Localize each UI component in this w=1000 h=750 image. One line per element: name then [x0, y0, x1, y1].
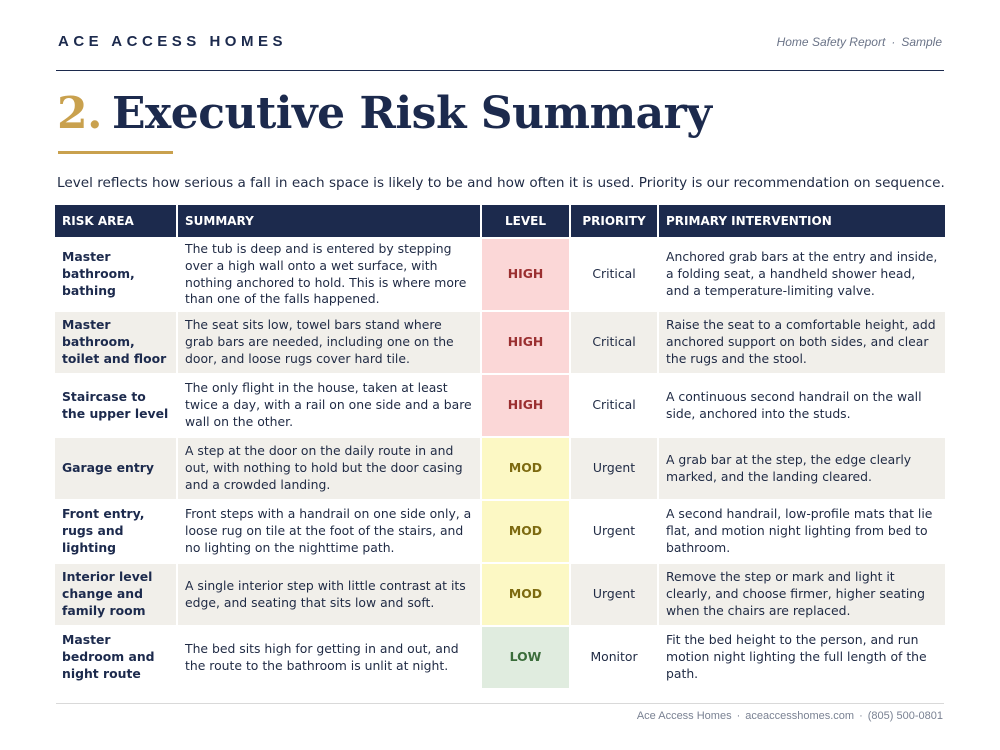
summary-cell: Front steps with a handrail on one side …	[178, 499, 482, 562]
intervention-cell: A grab bar at the step, the edge clearly…	[659, 436, 945, 499]
risk-area-cell: Front entry, rugs and lighting	[55, 499, 178, 562]
page-header: ACE ACCESS HOMES Home Safety Report · Samp…	[56, 30, 944, 71]
risk-area-cell: Interior level change and family room	[55, 562, 178, 625]
risk-area-cell: Master bathroom, bathing	[55, 237, 178, 310]
level-badge: HIGH	[482, 373, 571, 436]
footer-separator: ·	[859, 710, 863, 722]
column-header-risk-area: RISK AREA	[55, 205, 178, 237]
risk-area-cell: Master bedroom and night route	[55, 625, 178, 688]
intervention-cell: Fit the bed height to the person, and ru…	[659, 625, 945, 688]
priority-cell: Urgent	[571, 436, 659, 499]
table-row: Staircase to the upper level The only fl…	[55, 373, 945, 436]
priority-cell: Urgent	[571, 562, 659, 625]
summary-cell: The bed sits high for getting in and out…	[178, 625, 482, 688]
summary-cell: A single interior step with little contr…	[178, 562, 482, 625]
priority-cell: Urgent	[571, 499, 659, 562]
summary-cell: The seat sits low, towel bars stand wher…	[178, 310, 482, 373]
report-label: Home Safety Report · Sample	[777, 35, 942, 49]
report-variant: Sample	[901, 35, 942, 49]
level-badge: MOD	[482, 436, 571, 499]
table-row: Master bathroom, toilet and floor The se…	[55, 310, 945, 373]
level-badge: MOD	[482, 499, 571, 562]
report-title: Home Safety Report	[776, 35, 886, 49]
intro-text: Level reflects how serious a fall in eac…	[57, 175, 945, 191]
intervention-cell: A second handrail, low-profile mats that…	[659, 499, 945, 562]
column-header-priority: PRIORITY	[571, 205, 659, 237]
priority-cell: Critical	[571, 310, 659, 373]
table-row: Front entry, rugs and lighting Front ste…	[55, 499, 945, 562]
footer-divider	[56, 703, 944, 704]
risk-area-cell: Master bathroom, toilet and floor	[55, 310, 178, 373]
priority-cell: Monitor	[571, 625, 659, 688]
section-title-text: Executive Risk Summary	[111, 88, 712, 139]
title-underline	[58, 151, 173, 154]
summary-cell: The only flight in the house, taken at l…	[178, 373, 482, 436]
intervention-cell: Remove the step or mark and light it cle…	[659, 562, 945, 625]
intervention-cell: A continuous second handrail on the wall…	[659, 373, 945, 436]
intervention-cell: Anchored grab bars at the entry and insi…	[659, 237, 945, 310]
priority-cell: Critical	[571, 237, 659, 310]
footer-phone: (805) 500-0801	[867, 710, 943, 722]
summary-cell: The tub is deep and is entered by steppi…	[178, 237, 482, 310]
summary-cell: A step at the door on the daily route in…	[178, 436, 482, 499]
table-row: Master bedroom and night route The bed s…	[55, 625, 945, 688]
section-title: 2. Executive Risk Summary	[57, 88, 712, 139]
risk-area-cell: Staircase to the upper level	[55, 373, 178, 436]
table-row: Interior level change and family room A …	[55, 562, 945, 625]
priority-cell: Critical	[571, 373, 659, 436]
risk-summary-table: RISK AREA SUMMARY LEVEL PRIORITY PRIMARY…	[55, 205, 945, 688]
intervention-cell: Raise the seat to a comfortable height, …	[659, 310, 945, 373]
level-badge: LOW	[482, 625, 571, 688]
column-header-level: LEVEL	[482, 205, 571, 237]
footer-separator: ·	[736, 710, 741, 722]
page-footer: Ace Access Homes · aceaccesshomes.com · (805…	[637, 710, 943, 722]
report-separator: ·	[891, 35, 896, 49]
brand-name: ACE ACCESS HOMES	[58, 33, 287, 50]
footer-company: Ace Access Homes	[636, 710, 732, 722]
table-row: Garage entry A step at the door on the d…	[55, 436, 945, 499]
level-badge: HIGH	[482, 310, 571, 373]
risk-area-cell: Garage entry	[55, 436, 178, 499]
table-row: Master bathroom, bathing The tub is deep…	[55, 237, 945, 310]
column-header-intervention: PRIMARY INTERVENTION	[659, 205, 945, 237]
footer-website: aceaccesshomes.com	[745, 710, 855, 722]
level-badge: HIGH	[482, 237, 571, 310]
section-number: 2.	[57, 88, 102, 139]
table-header-row: RISK AREA SUMMARY LEVEL PRIORITY PRIMARY…	[55, 205, 945, 237]
level-badge: MOD	[482, 562, 571, 625]
column-header-summary: SUMMARY	[178, 205, 482, 237]
